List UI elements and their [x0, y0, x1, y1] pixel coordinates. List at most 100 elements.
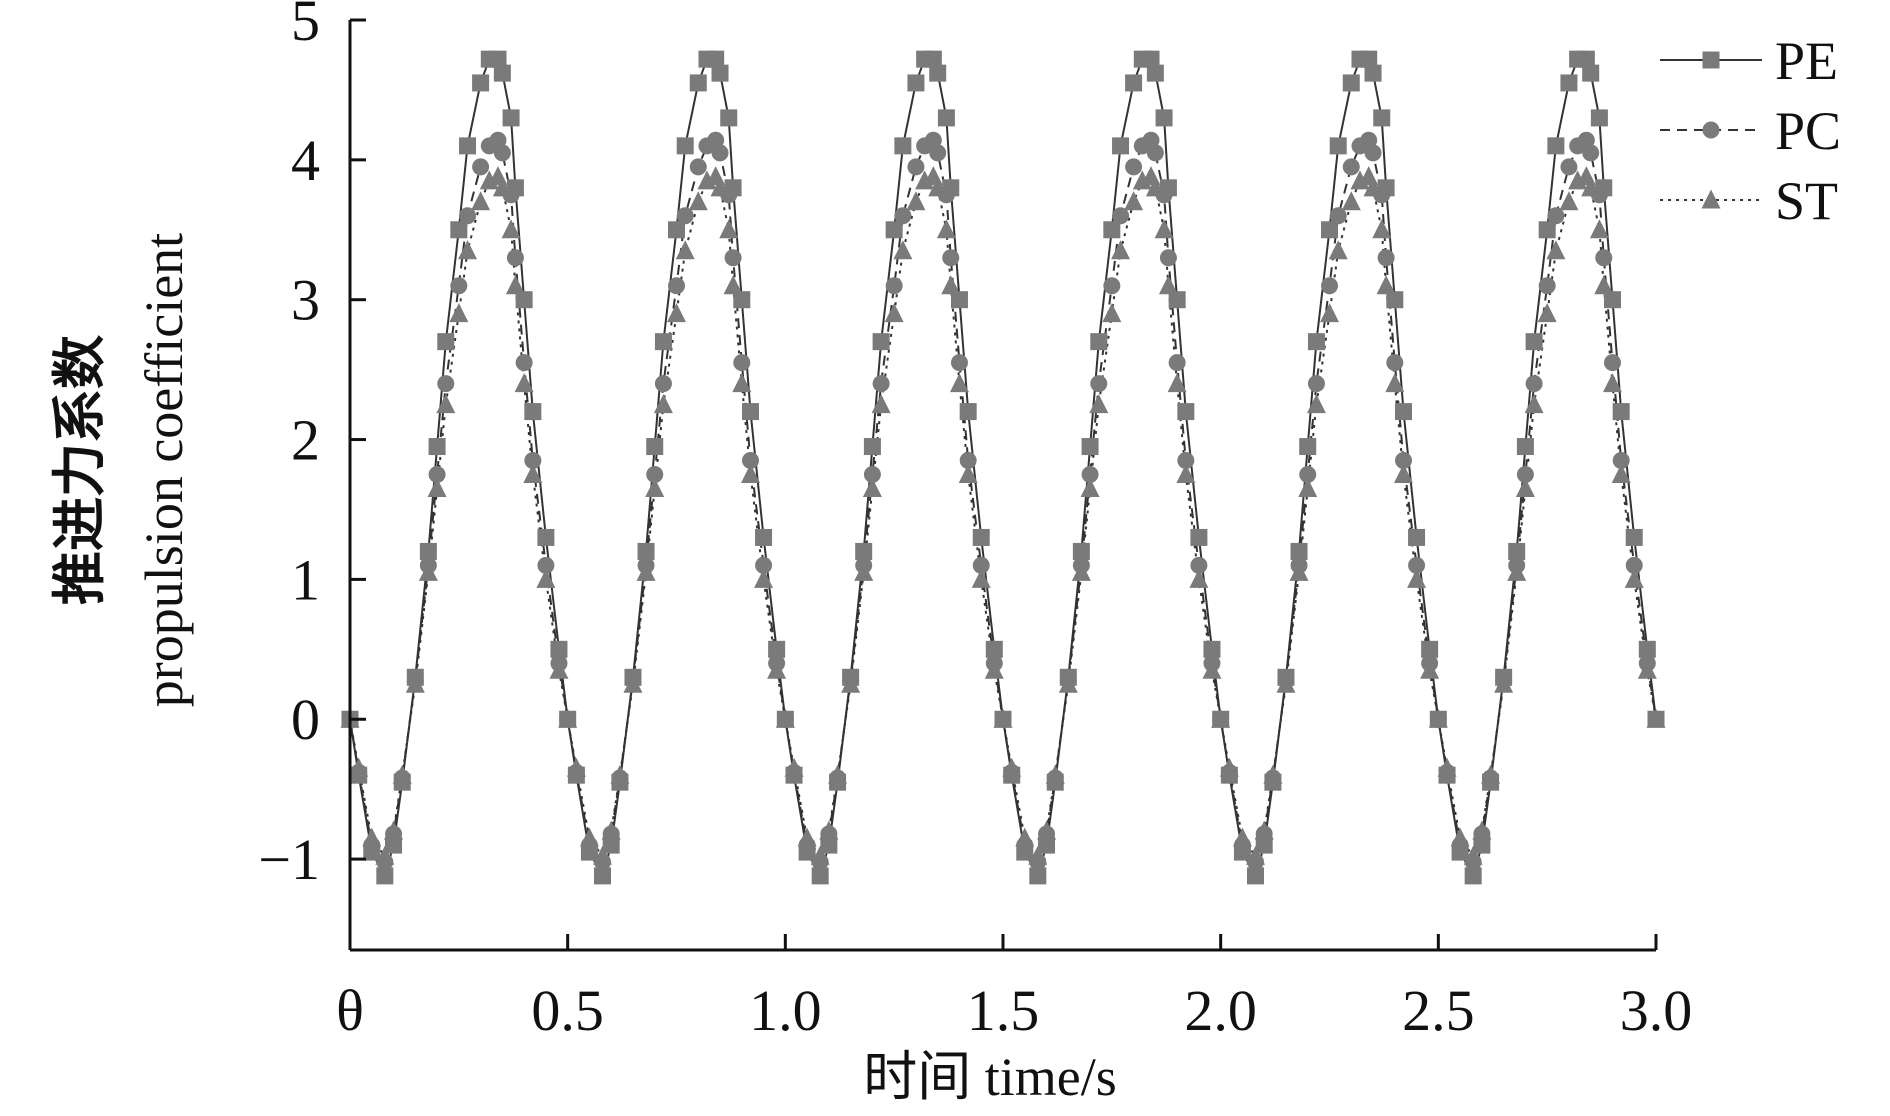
- data-point-pe: [593, 867, 611, 885]
- data-point-pc: [959, 452, 977, 470]
- data-point-pc: [942, 249, 960, 267]
- data-point-pc: [894, 207, 912, 225]
- data-point-pe: [755, 528, 773, 546]
- data-point-pc: [885, 277, 903, 295]
- data-point-st: [1167, 373, 1187, 393]
- data-point-st: [862, 477, 882, 497]
- x-tick-label: 1.0: [749, 978, 822, 1043]
- data-point-st: [579, 827, 599, 847]
- data-point-st: [492, 177, 512, 197]
- data-point-pe: [459, 137, 477, 155]
- data-point-st: [1341, 191, 1361, 211]
- data-point-st: [623, 673, 643, 693]
- data-point-st: [349, 757, 369, 777]
- data-point-pe: [376, 867, 394, 885]
- data-point-st: [1289, 561, 1309, 581]
- data-point-pc: [437, 375, 455, 393]
- data-point-pe: [711, 64, 729, 82]
- data-point-pe: [437, 333, 455, 351]
- data-point-pe: [937, 109, 955, 127]
- data-point-st: [1145, 177, 1165, 197]
- data-point-pe: [472, 74, 490, 92]
- data-point-pe: [1360, 50, 1378, 68]
- legend: PE PC ST: [1660, 31, 1841, 231]
- data-point-pe: [1177, 403, 1195, 421]
- data-point-st: [1254, 820, 1274, 840]
- data-point-st: [1594, 275, 1614, 295]
- data-point-pe: [668, 221, 685, 239]
- series-lines: [349, 58, 1657, 879]
- data-point-st: [871, 394, 891, 414]
- data-point-pc: [646, 466, 664, 484]
- data-point-st: [1276, 673, 1296, 693]
- y-tick-label: 3: [291, 268, 320, 333]
- data-point-pe: [1373, 109, 1391, 127]
- axes: [348, 18, 1658, 952]
- data-point-st: [1624, 568, 1644, 588]
- data-point-pc: [1342, 158, 1360, 176]
- data-point-pc: [1525, 375, 1543, 393]
- y-tick-label: 5: [291, 0, 320, 53]
- legend-label-pc: PC: [1775, 101, 1841, 161]
- data-point-st: [1037, 820, 1057, 840]
- data-point-st: [592, 845, 612, 865]
- data-point-pc: [537, 556, 555, 574]
- data-point-st: [784, 757, 804, 777]
- data-point-st: [1015, 827, 1035, 847]
- data-point-pe: [863, 438, 881, 456]
- data-point-pc: [668, 277, 685, 295]
- data-point-pc: [1090, 375, 1108, 393]
- data-point-st: [375, 845, 395, 865]
- data-point-pe: [972, 528, 990, 546]
- data-point-st: [418, 561, 438, 581]
- y-axis-title-en: propulsion coefficient: [134, 233, 194, 707]
- data-point-st: [458, 240, 478, 260]
- data-point-pe: [811, 867, 829, 885]
- data-point-st: [1328, 240, 1348, 260]
- data-point-st: [1002, 757, 1022, 777]
- data-point-pc: [1159, 249, 1177, 267]
- data-point-pc: [1103, 277, 1121, 295]
- data-point-pc: [1612, 452, 1630, 470]
- data-point-st: [688, 191, 708, 211]
- data-point-pe: [646, 438, 664, 456]
- data-point-pe: [1112, 137, 1130, 155]
- data-point-st: [1394, 464, 1414, 484]
- legend-label-pe: PE: [1775, 31, 1838, 91]
- data-point-pe: [489, 50, 507, 68]
- data-point-pe: [1525, 333, 1543, 351]
- data-point-st: [566, 757, 586, 777]
- data-point-st: [1158, 275, 1178, 295]
- data-point-pe: [1421, 640, 1439, 658]
- data-point-st: [1637, 659, 1657, 679]
- data-point-st: [1028, 845, 1048, 865]
- data-point-st: [1111, 240, 1131, 260]
- data-point-st: [828, 764, 848, 784]
- data-point-st: [636, 561, 656, 581]
- data-point-st: [501, 219, 521, 239]
- data-point-pc: [459, 207, 477, 225]
- data-point-pe: [985, 640, 1003, 658]
- data-point-pe: [550, 640, 568, 658]
- data-point-pc: [450, 277, 468, 295]
- data-point-pc: [1377, 249, 1395, 267]
- data-point-pe: [872, 333, 890, 351]
- legend-label-st: ST: [1775, 171, 1838, 231]
- data-point-pc: [1582, 144, 1600, 162]
- data-point-st: [1124, 191, 1144, 211]
- data-point-st: [719, 219, 739, 239]
- data-point-st: [610, 764, 630, 784]
- data-point-pe: [1290, 542, 1308, 560]
- data-point-pe: [515, 291, 533, 309]
- data-point-st: [1376, 275, 1396, 295]
- data-point-pe: [1538, 221, 1556, 239]
- data-point-st: [1463, 845, 1483, 865]
- data-point-pc: [1321, 277, 1338, 295]
- data-point-pc: [1190, 556, 1208, 574]
- data-point-st: [741, 464, 761, 484]
- data-point-st: [819, 820, 839, 840]
- data-point-pc: [689, 158, 707, 176]
- x-tick-label: 0.5: [531, 978, 604, 1043]
- data-point-pc: [972, 556, 990, 574]
- series-line-pe: [349, 58, 1657, 879]
